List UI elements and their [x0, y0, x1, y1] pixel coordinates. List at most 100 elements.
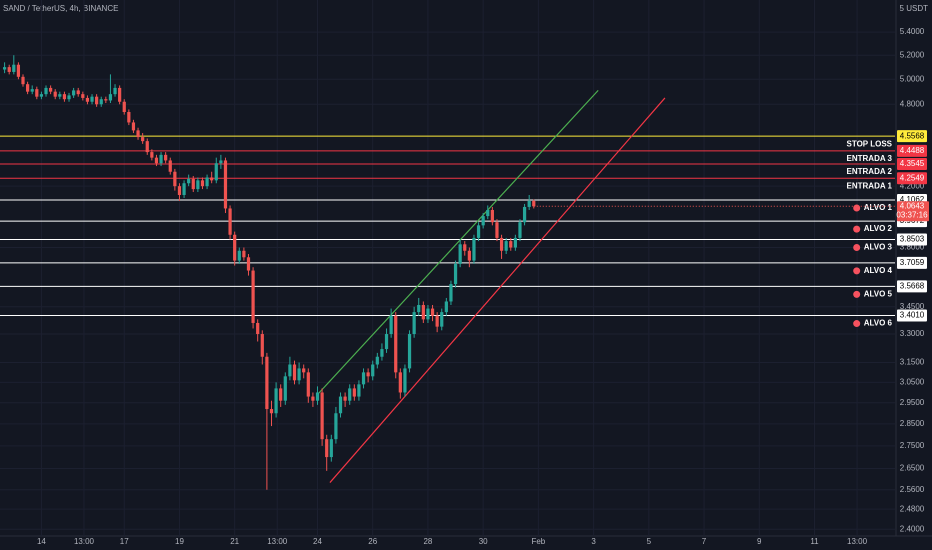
level-icon — [853, 204, 861, 212]
y-tick-label: 2.4000 — [900, 524, 925, 533]
candle-body — [352, 388, 356, 397]
x-tick-label: 5 — [647, 537, 652, 546]
candle-body — [302, 368, 306, 373]
candle-body — [44, 87, 48, 95]
y-tick-label: 3.8000 — [900, 243, 925, 252]
candle-body — [246, 257, 251, 271]
candle-body — [274, 388, 278, 414]
y-tick-label: 2.6500 — [900, 464, 925, 473]
level-name: ALVO 5 — [864, 289, 893, 298]
candle-body — [159, 154, 163, 164]
y-tick-label: 3.1500 — [900, 358, 925, 367]
candle-body — [131, 122, 136, 131]
level-badge — [897, 309, 927, 322]
y-tick-label: 2.9500 — [900, 398, 925, 407]
candle-body — [435, 315, 439, 327]
candle-body — [228, 208, 232, 235]
candle-body — [504, 241, 508, 251]
level-price: 3.8503 — [900, 235, 925, 244]
x-tick-label: 13:00 — [74, 537, 95, 546]
candle-body — [219, 160, 223, 164]
candle-body — [49, 87, 53, 92]
x-tick-label: Feb — [531, 537, 545, 546]
candle-body — [72, 90, 76, 96]
level-price: 3.7059 — [900, 258, 925, 267]
y-tick-label: 2.4800 — [900, 504, 925, 513]
candle-body — [58, 94, 62, 97]
candle-body — [108, 94, 113, 101]
candle-body — [35, 89, 39, 97]
level-price: 4.4488 — [900, 146, 925, 155]
candle-body — [311, 396, 315, 401]
candle-body — [127, 112, 131, 123]
candle-body — [150, 152, 154, 158]
candle-body — [196, 180, 200, 190]
x-tick-label: 24 — [313, 537, 322, 546]
level-badge — [897, 158, 927, 171]
candle-body — [118, 87, 122, 102]
x-tick-label: 28 — [423, 537, 432, 546]
y-tick-label: 5.0000 — [900, 74, 925, 83]
candle-body — [39, 94, 44, 97]
candle-body — [366, 372, 370, 377]
candle-body — [62, 94, 67, 100]
x-tick-label: 17 — [120, 537, 129, 546]
candle-body — [490, 209, 494, 223]
candle-body — [472, 237, 476, 261]
level-icon — [853, 225, 861, 233]
candle-body — [154, 157, 159, 164]
candle-body — [453, 263, 458, 285]
level-price: 4.5568 — [900, 131, 925, 140]
candle-body — [513, 237, 517, 248]
candle-body — [269, 409, 274, 414]
candle-body — [417, 305, 421, 313]
candle-body — [256, 322, 260, 335]
x-tick-label: 19 — [175, 537, 184, 546]
candle-body — [522, 206, 527, 223]
candle-body — [283, 376, 287, 401]
candle-body — [173, 171, 177, 187]
y-tick-label: 3.3000 — [900, 329, 925, 338]
level-name: STOP LOSS — [847, 139, 893, 148]
level-name: ALVO 2 — [864, 224, 893, 233]
candle-body — [122, 101, 126, 113]
candle-body — [509, 241, 513, 248]
level-price: 4.3545 — [900, 159, 925, 168]
candle-body — [168, 160, 172, 172]
candle-body — [292, 364, 297, 381]
y-tick-label: 2.8500 — [900, 419, 925, 428]
candle-body — [7, 67, 11, 72]
level-icon — [853, 267, 861, 275]
trend-line — [317, 89, 599, 395]
candle-body — [2, 67, 7, 70]
candle-body — [200, 180, 205, 187]
candle-body — [104, 99, 108, 101]
level-badge — [897, 172, 927, 185]
level-icon — [853, 290, 861, 298]
candle-body — [412, 312, 416, 335]
candle-body — [334, 413, 338, 440]
candle-body — [389, 315, 393, 335]
candle-body — [315, 392, 320, 401]
candle-body — [205, 177, 209, 187]
candle-body — [182, 183, 186, 195]
candle-body — [495, 222, 499, 238]
candle-body — [532, 200, 536, 207]
candle-body — [25, 84, 30, 92]
level-name: ALVO 6 — [864, 319, 893, 328]
level-badge — [897, 144, 927, 157]
candle-body — [463, 244, 467, 251]
x-tick-label: 13:00 — [267, 537, 288, 546]
candle-body — [440, 312, 444, 327]
level-badge — [897, 256, 927, 269]
candle-body — [265, 356, 269, 410]
y-tick-label: 4.2000 — [900, 181, 925, 190]
last-price: 4.0643 — [900, 201, 925, 210]
x-tick-label: 21 — [230, 537, 239, 546]
candle-body — [177, 186, 182, 195]
candle-body — [288, 364, 292, 377]
candle-body — [81, 94, 85, 98]
candle-body — [499, 237, 504, 251]
candle-body — [53, 91, 57, 97]
